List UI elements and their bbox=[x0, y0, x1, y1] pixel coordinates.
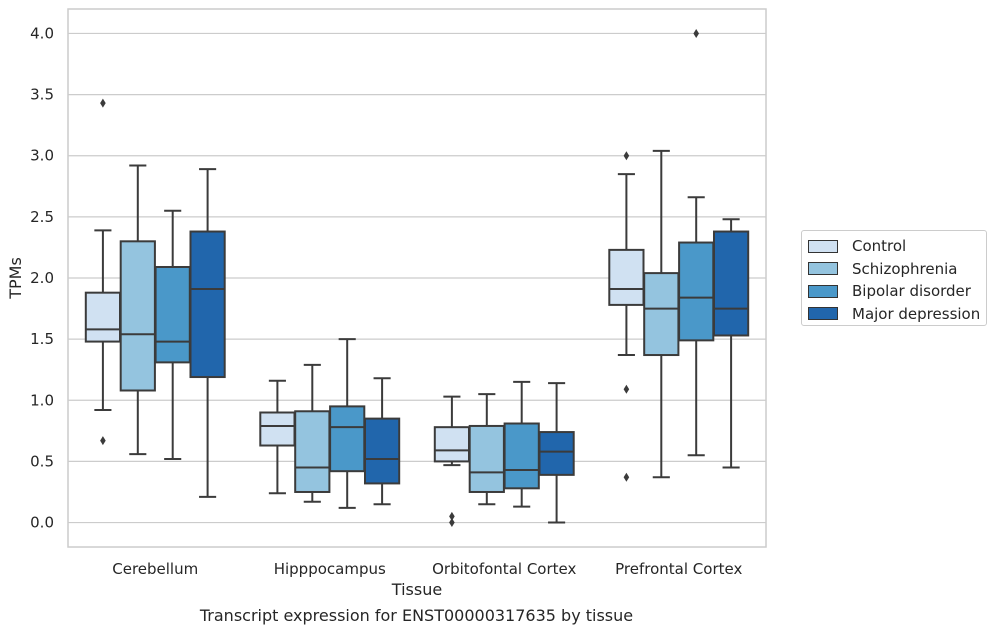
outlier-point bbox=[449, 511, 455, 521]
x-tick-label: Cerebellum bbox=[112, 560, 198, 578]
legend-label: Major depression bbox=[852, 304, 981, 323]
plot-frame bbox=[67, 8, 767, 548]
iqr-box bbox=[329, 405, 366, 473]
box-major-depression bbox=[538, 382, 575, 524]
legend-swatch bbox=[808, 307, 838, 321]
iqr-box bbox=[712, 230, 750, 337]
outlier-point bbox=[449, 518, 455, 528]
box-bipolar-disorder bbox=[503, 380, 540, 508]
iqr-box bbox=[363, 417, 401, 485]
figure-caption: Transcript expression for ENST0000031763… bbox=[199, 606, 634, 625]
box-major-depression bbox=[189, 168, 226, 498]
x-tick-labels: Cerebellum Hipppocampus Orbitofontal Corte… bbox=[112, 560, 742, 578]
box-schizophrenia bbox=[294, 363, 331, 503]
box-group bbox=[84, 28, 750, 528]
outlier-point bbox=[693, 28, 699, 38]
iqr-box bbox=[189, 230, 226, 379]
legend-label: Schizophrenia bbox=[852, 259, 958, 278]
y-tick-labels: 0.0 0.5 1.0 1.5 2.0 2.5 3.0 3.5 4.0 bbox=[30, 24, 54, 531]
x-tick-label: Orbitofontal Cortex bbox=[432, 560, 576, 578]
y-tick-label: 2.0 bbox=[30, 269, 54, 287]
box-major-depression bbox=[363, 377, 401, 506]
box-control bbox=[608, 151, 645, 482]
box-major-depression bbox=[712, 218, 750, 469]
y-tick-label: 1.0 bbox=[30, 391, 54, 409]
box-control bbox=[433, 395, 471, 528]
iqr-box bbox=[608, 248, 645, 306]
outlier-point bbox=[100, 436, 106, 446]
legend-item: Control bbox=[808, 235, 986, 258]
x-axis-label: Tissue bbox=[391, 580, 442, 599]
iqr-box bbox=[643, 272, 680, 357]
legend-swatch bbox=[808, 284, 838, 298]
box-schizophrenia bbox=[643, 149, 680, 479]
outlier-point bbox=[623, 384, 630, 394]
iqr-box bbox=[538, 431, 575, 476]
legend: Control Schizophrenia Bipolar disorder Majo… bbox=[801, 230, 987, 326]
y-tick-label: 1.5 bbox=[30, 330, 54, 348]
box-schizophrenia bbox=[119, 164, 156, 456]
y-tick-label: 2.5 bbox=[30, 208, 54, 226]
box-control bbox=[259, 379, 296, 495]
iqr-box bbox=[84, 291, 122, 343]
iqr-box bbox=[119, 240, 156, 392]
legend-label: Bipolar disorder bbox=[852, 282, 971, 301]
legend-swatch bbox=[808, 262, 838, 276]
y-tick-label: 0.5 bbox=[30, 452, 54, 470]
box-bipolar-disorder bbox=[154, 209, 191, 460]
box-schizophrenia bbox=[468, 393, 505, 506]
legend-item: Bipolar disorder bbox=[808, 280, 986, 303]
iqr-box bbox=[468, 424, 505, 493]
y-tick-label: 3.5 bbox=[30, 86, 54, 104]
iqr-box bbox=[294, 410, 331, 493]
legend-label: Control bbox=[852, 237, 907, 256]
outlier-point bbox=[100, 98, 106, 108]
outlier-point bbox=[623, 151, 630, 161]
box-bipolar-disorder bbox=[329, 338, 366, 509]
x-tick-label: Hipppocampus bbox=[274, 560, 386, 578]
iqr-box bbox=[433, 426, 471, 463]
box-control bbox=[84, 98, 122, 446]
box-bipolar-disorder bbox=[678, 28, 715, 457]
y-tick-label: 4.0 bbox=[30, 24, 54, 42]
legend-swatch bbox=[808, 239, 838, 253]
iqr-box bbox=[678, 241, 715, 342]
y-tick-label: 3.0 bbox=[30, 147, 54, 165]
legend-item: Schizophrenia bbox=[808, 258, 986, 281]
legend-item: Major depression bbox=[808, 303, 986, 326]
iqr-box bbox=[154, 265, 191, 364]
y-axis-label: TPMs bbox=[6, 257, 25, 300]
iqr-box bbox=[259, 411, 296, 447]
x-tick-label: Prefrontal Cortex bbox=[615, 560, 742, 578]
outlier-point bbox=[623, 472, 630, 482]
y-tick-label: 0.0 bbox=[30, 514, 54, 532]
iqr-box bbox=[503, 422, 540, 490]
